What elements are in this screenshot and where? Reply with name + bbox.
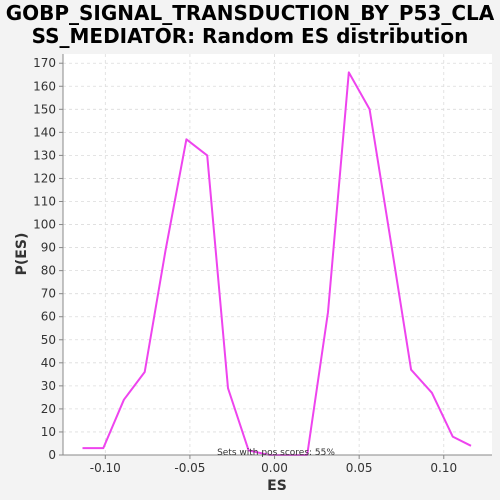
y-tick-label: 160 [33, 79, 56, 93]
y-tick-label: 50 [41, 333, 56, 347]
x-axis-ticks: -0.10 -0.05 0.00 0.05 0.10 [90, 455, 457, 475]
grid-lines [63, 54, 492, 456]
y-axis-label: P(ES) [14, 233, 30, 276]
y-tick-label: 40 [41, 356, 56, 370]
plot-area [63, 54, 492, 455]
x-tick-label: 0.05 [346, 461, 373, 475]
y-tick-label: 70 [41, 287, 56, 301]
y-tick-label: 100 [33, 218, 56, 232]
y-tick-label: 150 [33, 102, 56, 116]
y-tick-label: 80 [41, 264, 56, 278]
y-tick-label: 140 [33, 125, 56, 139]
y-tick-label: 130 [33, 148, 56, 162]
x-tick-label: -0.05 [174, 461, 205, 475]
y-tick-label: 20 [41, 402, 56, 416]
y-tick-label: 170 [33, 56, 56, 70]
y-tick-label: 120 [33, 171, 56, 185]
x-tick-label: 0.10 [430, 461, 457, 475]
y-tick-label: 10 [41, 425, 56, 439]
pos-scores-annotation: Sets with pos scores: 55% [217, 448, 335, 458]
x-axis-label: ES [267, 478, 287, 494]
y-tick-label: 0 [48, 448, 56, 462]
y-tick-label: 60 [41, 310, 56, 324]
y-tick-label: 30 [41, 379, 56, 393]
chart-title-line-2: SS_MEDIATOR: Random ES distribution [31, 24, 469, 48]
x-tick-label: -0.10 [90, 461, 121, 475]
chart-title-line-1: GOBP_SIGNAL_TRANSDUCTION_BY_P53_CLA [5, 1, 495, 25]
y-tick-label: 110 [33, 194, 56, 208]
x-tick-label: 0.00 [261, 461, 288, 475]
chart-title: GOBP_SIGNAL_TRANSDUCTION_BY_P53_CLA SS_M… [0, 2, 500, 48]
y-axis-ticks: 0 10 20 30 40 50 60 70 80 90 100 110 120 130 140 150 160… [33, 56, 63, 462]
y-tick-label: 90 [41, 241, 56, 255]
